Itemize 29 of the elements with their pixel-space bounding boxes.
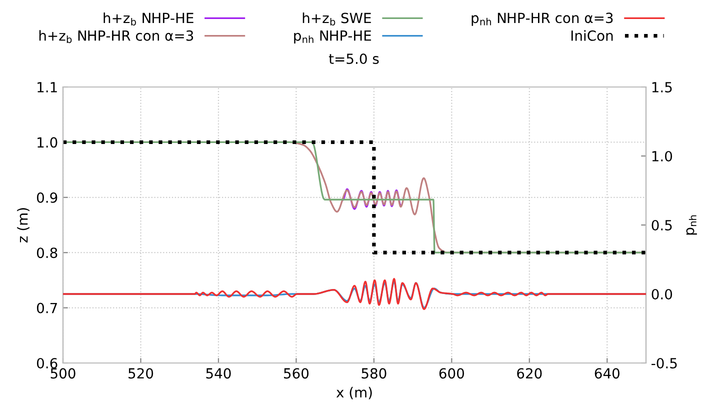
x-tick-label: 500 [50,368,76,379]
legend-label: p$_{nh}$ NHP-HE [294,30,371,44]
x-tick-label: 600 [439,368,464,379]
y-tick-label: 0.8 [36,248,58,258]
y2-tick-label: 1.5 [652,82,672,92]
y-tick-label: 1.0 [38,137,58,148]
y-tick-label: 1.1 [38,82,57,92]
y2-axis-title: p$_{nh}$ [686,215,697,235]
legend-label: h+z$_{b}$ SWE [302,12,371,26]
chart-title: t=5.0 s [328,54,379,64]
y2-tick-label: 0.5 [652,220,672,230]
y-tick-label: 0.9 [36,192,58,203]
y-tick-label: 0.6 [36,358,58,368]
x-tick-label: 580 [362,368,386,379]
x-tick-label: 540 [206,368,231,379]
x-tick-label: 520 [128,368,154,379]
legend-label: h+z$_{b}$ NHP-HR con α=3 [39,30,194,44]
y2-tick-label: 1.0 [652,150,672,162]
legend-label: h+z$_{b}$ NHP-HE [104,12,194,26]
y-tick-label: 0.7 [36,302,57,314]
y-axis-title: z (m) [17,208,30,242]
legend-label: IniCon [571,30,613,41]
y2-tick-label: -0.5 [652,358,677,368]
x-tick-label: 640 [594,368,620,379]
x-tick-label: 620 [517,368,542,379]
y2-tick-label: 0.0 [652,288,672,300]
x-tick-label: 560 [284,368,309,379]
legend-label: p$_{nh}$ NHP-HR con α=3 [472,12,613,26]
x-axis-title: x (m) [336,386,372,400]
